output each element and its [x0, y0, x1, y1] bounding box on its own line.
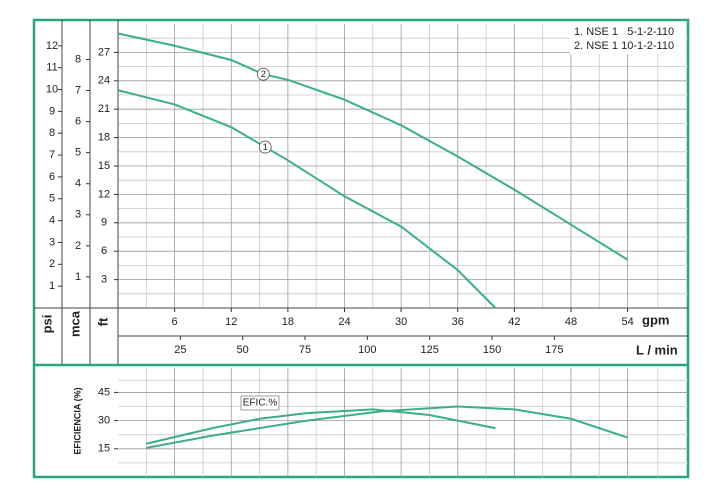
mca-title: mca	[67, 310, 82, 337]
y-tick-label: 9	[101, 217, 107, 229]
y3-tick-label: 7	[49, 149, 55, 161]
ft-title: ft	[95, 317, 110, 326]
curve-label: 1	[263, 142, 268, 152]
y2-tick-label: 7	[75, 84, 81, 96]
y-tick-label: 3	[101, 274, 107, 286]
y2-tick-label: 8	[75, 53, 81, 65]
curve-label-circle	[258, 140, 272, 154]
x2-tick-label: 25	[174, 344, 186, 356]
x2-tick-label: 125	[421, 344, 439, 356]
y-tick-label: 45	[98, 386, 110, 398]
frame	[32, 18, 690, 479]
legend-box	[570, 24, 686, 54]
y3-tick-label: 12	[46, 40, 58, 52]
y-tick-label: 15	[98, 160, 110, 172]
curve	[117, 32, 629, 261]
x-tick-label: 12	[225, 316, 237, 328]
curve	[146, 405, 628, 449]
y2-tick-label: 1	[75, 271, 81, 283]
y-tick-label: 30	[98, 415, 110, 427]
y2-tick-label: 2	[75, 240, 81, 252]
curve	[146, 408, 496, 445]
x-tick-label: 18	[282, 316, 294, 328]
legend-entry: 2. NSE 1 10-1-2-110	[574, 40, 674, 52]
curve	[117, 89, 497, 309]
x-tick-label: 48	[565, 316, 577, 328]
y-tick-label: 6	[101, 245, 107, 257]
legend-entry: 1. NSE 1 5-1-2-110	[574, 26, 674, 38]
psi-title: psi	[39, 315, 54, 334]
y-tick-label: 27	[98, 46, 110, 58]
y3-tick-label: 2	[49, 258, 55, 270]
annotation-box	[240, 395, 280, 411]
y3-tick-label: 6	[49, 171, 55, 183]
y-tick-label: 15	[98, 443, 110, 455]
lmin-title: L / min	[636, 342, 678, 357]
y3-tick-label: 1	[49, 280, 55, 292]
y3-tick-label: 10	[46, 83, 58, 95]
curve-label-circle	[256, 67, 270, 81]
curve-label: 2	[261, 69, 266, 79]
eff-title: EFICIENCIA (%)	[72, 387, 82, 454]
y-tick-label: 18	[98, 132, 110, 144]
x-tick-label: 24	[338, 316, 350, 328]
y3-tick-label: 4	[49, 215, 55, 227]
y2-tick-label: 4	[75, 178, 81, 190]
y3-tick-label: 11	[46, 62, 57, 74]
y3-tick-label: 8	[49, 127, 55, 139]
y2-tick-label: 5	[75, 147, 81, 159]
y3-tick-label: 3	[49, 236, 55, 248]
y-tick-label: 21	[98, 103, 110, 115]
x2-tick-label: 150	[483, 344, 501, 356]
x2-tick-label: 50	[237, 344, 249, 356]
x-tick-label: 36	[452, 316, 464, 328]
x-tick-label: 6	[172, 316, 178, 328]
x2-tick-label: 75	[299, 344, 311, 356]
y2-tick-label: 6	[75, 115, 81, 127]
x-tick-label: 54	[621, 316, 633, 328]
gpm-title: gpm	[642, 312, 669, 327]
annotation: EFIC.%	[243, 398, 278, 409]
x2-tick-label: 175	[545, 344, 563, 356]
y3-tick-label: 9	[49, 105, 55, 117]
y-tick-label: 12	[98, 188, 110, 200]
x-tick-label: 30	[395, 316, 407, 328]
y3-tick-label: 5	[49, 193, 55, 205]
x2-tick-label: 100	[358, 344, 376, 356]
x-tick-label: 42	[508, 316, 520, 328]
y-tick-label: 24	[98, 75, 110, 87]
y2-tick-label: 3	[75, 209, 81, 221]
